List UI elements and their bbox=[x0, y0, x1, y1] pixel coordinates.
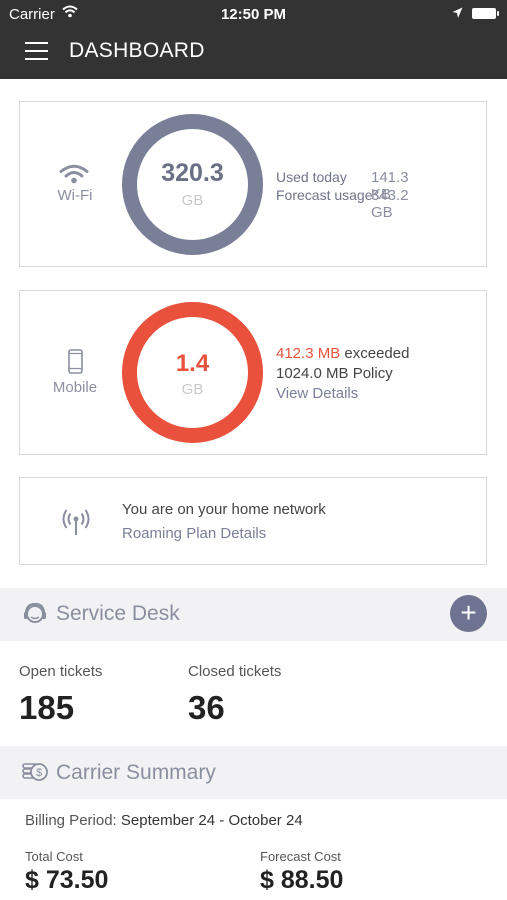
carrier-summary-title: Carrier Summary bbox=[56, 761, 216, 784]
roaming-plan-link[interactable]: Roaming Plan Details bbox=[122, 525, 267, 542]
used-today-value: 141.3 KB bbox=[371, 169, 409, 203]
page-title: DASHBOARD bbox=[69, 39, 205, 62]
open-tickets-label: Open tickets bbox=[19, 663, 103, 680]
billing-period-label: Billing Period: bbox=[25, 812, 117, 829]
wifi-label: Wi-Fi bbox=[57, 187, 93, 204]
wifi-usage-value: 320.3 bbox=[161, 159, 224, 187]
battery-icon bbox=[472, 8, 499, 19]
view-details-link[interactable]: View Details bbox=[276, 385, 359, 402]
service-desk-title: Service Desk bbox=[56, 602, 180, 625]
status-bar: Carrier 12:50 PM bbox=[0, 0, 507, 28]
mobile-usage-ring: 1.4 GB bbox=[122, 302, 263, 443]
wifi-usage-card[interactable]: Wi-Fi 320.3 GB Used today 141.3 KB Foreca… bbox=[19, 101, 487, 267]
mobile-usage-value: 1.4 bbox=[175, 350, 210, 377]
status-time: 12:50 PM bbox=[220, 6, 287, 23]
antenna-icon bbox=[61, 508, 91, 543]
forecast-usage-value: 343.2 GB bbox=[371, 187, 409, 221]
svg-text:$: $ bbox=[36, 767, 42, 779]
headset-icon bbox=[22, 601, 48, 632]
mobile-stats: 412.3 MB exceeded 1024.0 MB Policy View … bbox=[276, 344, 409, 404]
location-arrow-icon bbox=[452, 6, 463, 23]
carrier-summary-header: $ Carrier Summary bbox=[0, 746, 507, 799]
mobile-usage-card[interactable]: Mobile 1.4 GB 412.3 MB exceeded 1024.0 M… bbox=[19, 290, 487, 455]
roaming-card[interactable]: You are on your home network Roaming Pla… bbox=[19, 477, 487, 565]
closed-tickets-label: Closed tickets bbox=[188, 663, 282, 680]
service-desk-header: Service Desk + bbox=[0, 588, 507, 641]
carrier-name: Carrier bbox=[9, 6, 55, 23]
exceeded-text: exceeded bbox=[344, 345, 410, 362]
wifi-usage-unit: GB bbox=[181, 192, 204, 209]
billing-period: Billing Period: September 24 - October 2… bbox=[25, 812, 303, 829]
phone-icon bbox=[68, 349, 83, 379]
total-cost-value: $ 73.50 bbox=[25, 866, 109, 894]
mobile-usage-unit: GB bbox=[181, 381, 204, 398]
home-network-message: You are on your home network bbox=[122, 501, 326, 518]
total-cost-label: Total Cost bbox=[25, 849, 83, 864]
forecast-usage-label: Forecast usage bbox=[276, 187, 373, 203]
add-ticket-button[interactable]: + bbox=[450, 595, 487, 632]
closed-tickets-count[interactable]: 36 bbox=[188, 689, 225, 726]
forecast-cost-value: $ 88.50 bbox=[260, 866, 344, 894]
mobile-label: Mobile bbox=[52, 379, 98, 396]
used-today-label: Used today bbox=[276, 169, 347, 185]
forecast-cost-label: Forecast Cost bbox=[260, 849, 341, 864]
coins-icon: $ bbox=[22, 760, 48, 789]
open-tickets-count[interactable]: 185 bbox=[19, 689, 75, 726]
policy-text: 1024.0 MB Policy bbox=[276, 365, 393, 382]
wifi-usage-ring: 320.3 GB bbox=[122, 114, 263, 255]
wifi-icon bbox=[59, 164, 89, 189]
wifi-signal-icon bbox=[62, 5, 78, 22]
billing-period-value: September 24 - October 24 bbox=[120, 812, 303, 829]
menu-icon[interactable] bbox=[25, 42, 48, 60]
nav-bar: DASHBOARD bbox=[0, 28, 507, 79]
exceeded-amount: 412.3 MB bbox=[276, 345, 341, 362]
wifi-stats: Used today 141.3 KB Forecast usage 343.2 G… bbox=[276, 169, 409, 221]
